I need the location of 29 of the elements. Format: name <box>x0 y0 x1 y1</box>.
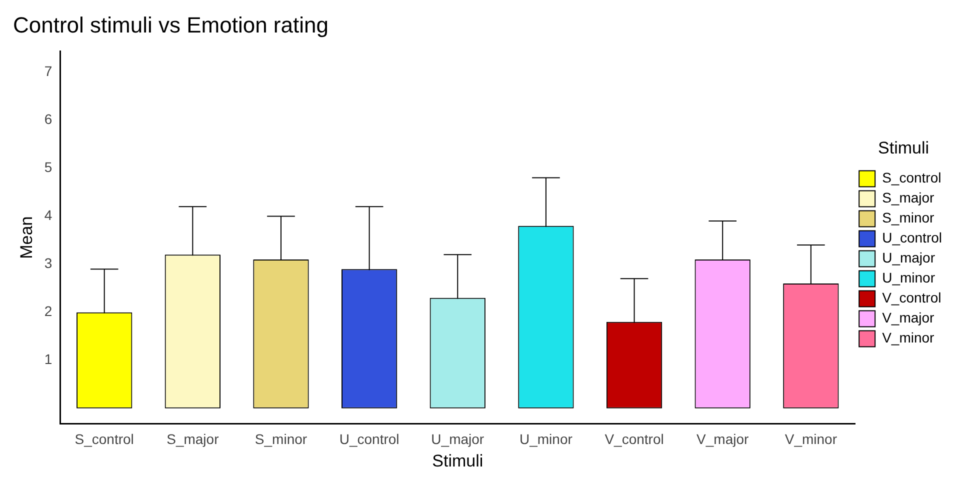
y-tick-label: 4 <box>44 207 52 224</box>
x-axis-title: Stimuli <box>432 451 484 470</box>
x-tick-label: U_control <box>339 431 400 448</box>
legend-title: Stimuli <box>878 138 930 158</box>
y-tick-label: 2 <box>44 303 52 320</box>
chart-title: Control stimuli vs Emotion rating <box>13 12 328 38</box>
x-tick-label: U_major <box>431 431 484 448</box>
y-tick-label: 1 <box>44 351 52 368</box>
legend-label: U_minor <box>882 270 936 286</box>
legend-label: U_control <box>882 230 942 246</box>
y-axis-title: Mean <box>16 216 36 259</box>
y-tick-label: 3 <box>44 255 52 272</box>
x-tick-label: V_major <box>696 431 749 448</box>
x-tick-label: V_minor <box>784 431 838 448</box>
legend-label: V_control <box>882 290 942 306</box>
x-tick-label: S_control <box>74 431 134 448</box>
x-tick-label: S_minor <box>254 431 308 448</box>
legend-label: V_major <box>882 310 935 326</box>
x-tick-label: V_control <box>604 431 664 448</box>
legend-label: U_major <box>882 250 936 266</box>
legend-label: V_minor <box>882 330 935 346</box>
y-tick-label: 7 <box>44 62 52 79</box>
legend-label: S_control <box>882 170 942 186</box>
legend-label: S_major <box>882 190 935 206</box>
y-tick-label: 6 <box>44 110 52 127</box>
y-tick-label: 5 <box>44 159 52 176</box>
x-tick-label: S_major <box>166 431 220 448</box>
x-tick-label: U_minor <box>520 431 573 448</box>
legend-label: S_minor <box>882 210 935 226</box>
